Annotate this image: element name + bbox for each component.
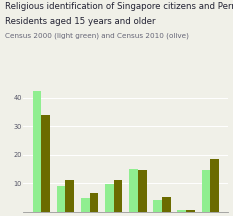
Bar — [65, 179, 74, 212]
Bar — [57, 186, 65, 212]
Bar — [33, 91, 41, 212]
Bar — [114, 180, 122, 212]
Text: Religious identification of Singapore citizens and Permanent: Religious identification of Singapore ci… — [5, 2, 233, 11]
Bar — [90, 193, 98, 212]
Bar — [81, 198, 90, 212]
Bar — [178, 210, 186, 212]
Bar — [162, 197, 171, 212]
Bar — [129, 169, 138, 212]
Bar — [153, 200, 162, 212]
Bar — [41, 115, 50, 212]
Text: Census 2000 (light green) and Census 2010 (olive): Census 2000 (light green) and Census 201… — [5, 32, 188, 39]
Bar — [186, 210, 195, 212]
Bar — [138, 170, 147, 212]
Bar — [105, 184, 114, 212]
Bar — [210, 159, 219, 212]
Bar — [202, 170, 210, 212]
Text: Residents aged 15 years and older: Residents aged 15 years and older — [5, 17, 155, 26]
